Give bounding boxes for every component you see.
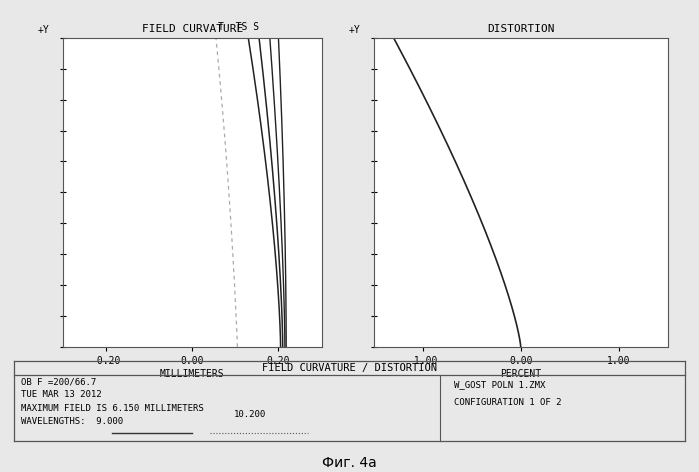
X-axis label: PERCENT: PERCENT: [500, 369, 541, 379]
Text: +Y: +Y: [349, 25, 361, 35]
Text: T  TS S: T TS S: [218, 22, 259, 32]
X-axis label: MILLIMETERS: MILLIMETERS: [160, 369, 224, 379]
Text: W_GOST POLN 1.ZMX: W_GOST POLN 1.ZMX: [454, 380, 546, 389]
Text: 10.200: 10.200: [234, 410, 266, 419]
Text: CONFIGURATION 1 OF 2: CONFIGURATION 1 OF 2: [454, 398, 562, 407]
Text: Фиг. 4a: Фиг. 4a: [322, 455, 377, 470]
Text: +Y: +Y: [38, 25, 50, 35]
Text: OB F =200/66.7
TUE MAR 13 2012
MAXIMUM FIELD IS 6.150 MILLIMETERS
WAVELENGTHS:  : OB F =200/66.7 TUE MAR 13 2012 MAXIMUM F…: [21, 377, 203, 426]
Title: DISTORTION: DISTORTION: [487, 24, 554, 34]
Text: FIELD CURVATURE / DISTORTION: FIELD CURVATURE / DISTORTION: [262, 363, 437, 373]
Title: FIELD CURVATURE: FIELD CURVATURE: [142, 24, 243, 34]
